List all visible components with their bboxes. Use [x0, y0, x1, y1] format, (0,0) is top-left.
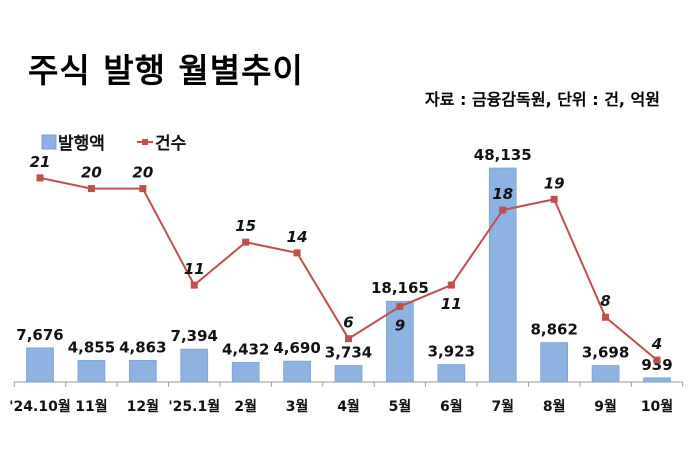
- count-value-label: 21: [30, 153, 51, 171]
- category-label: 10월: [641, 398, 673, 415]
- count-marker: [499, 206, 507, 214]
- bar-value-label: 7,676: [16, 326, 63, 344]
- count-marker: [345, 335, 352, 343]
- count-value-label: 4: [651, 335, 662, 353]
- bar: [591, 365, 620, 383]
- bar-value-label: 3,698: [582, 344, 629, 362]
- bar: [283, 360, 311, 383]
- bar-value-label: 4,863: [119, 338, 166, 356]
- category-label: 2월: [234, 398, 257, 415]
- bar: [26, 347, 54, 383]
- bar-value-label: 4,855: [68, 338, 115, 356]
- count-value-label: 6: [343, 314, 353, 332]
- category-label: '25.1월: [168, 398, 220, 415]
- category-label: '24.10월: [9, 398, 70, 415]
- count-value-label: 18: [492, 185, 513, 203]
- count-marker: [653, 356, 661, 364]
- count-value-label: 11: [441, 295, 462, 313]
- count-value-label: 9: [395, 317, 405, 335]
- count-marker: [139, 185, 147, 193]
- count-marker: [447, 281, 455, 289]
- count-value-label: 19: [544, 174, 565, 192]
- category-label: 5월: [389, 398, 412, 415]
- bar-value-label: 4,432: [222, 340, 269, 358]
- category-label: 3월: [286, 398, 309, 415]
- bar-value-label: 18,165: [371, 279, 429, 297]
- category-label: 8월: [543, 398, 566, 415]
- category-label: 12월: [127, 398, 159, 415]
- legend-line-label: 건수: [155, 134, 187, 154]
- bar: [77, 360, 106, 383]
- count-marker: [550, 195, 558, 203]
- legend-bar-label: 발행액: [58, 134, 105, 154]
- count-marker: [396, 303, 404, 311]
- bar-value-label: 48,135: [474, 146, 532, 164]
- category-label: 7월: [491, 398, 514, 415]
- source-note: 자료 : 금융감독원, 단위 : 건, 억원: [424, 90, 660, 109]
- chart-title: 주식 발행 월별추이: [28, 51, 304, 90]
- count-marker: [602, 313, 610, 321]
- bar: [437, 364, 466, 383]
- bar: [334, 365, 363, 383]
- count-marker: [190, 281, 198, 289]
- bar-value-label: 939: [641, 356, 672, 374]
- category-label: 6월: [440, 398, 463, 415]
- bar-value-label: 4,690: [273, 339, 320, 357]
- count-value-label: 8: [600, 292, 610, 310]
- legend-bar-swatch: [41, 134, 57, 150]
- bar-value-label: 7,394: [171, 327, 218, 345]
- count-marker: [36, 174, 44, 182]
- bar-value-label: 8,862: [530, 321, 577, 339]
- count-value-label: 20: [81, 164, 102, 182]
- bar: [180, 348, 209, 383]
- bar: [386, 300, 414, 383]
- legend: 발행액 건수: [41, 134, 187, 154]
- count-value-label: 11: [184, 260, 205, 278]
- category-label: 11월: [75, 398, 107, 415]
- bar: [540, 342, 569, 383]
- legend-line-marker: [142, 139, 148, 145]
- bar: [231, 361, 260, 383]
- bar: [643, 377, 671, 383]
- bar-value-label: 3,734: [325, 343, 372, 361]
- category-label: 4월: [337, 398, 360, 415]
- count-value-label: 14: [287, 228, 308, 246]
- bar-value-label: 3,923: [428, 343, 475, 361]
- count-marker: [293, 249, 301, 257]
- count-marker: [242, 238, 250, 246]
- count-value-label: 15: [235, 217, 256, 235]
- bar: [488, 167, 517, 383]
- bar: [128, 360, 157, 383]
- count-value-label: 20: [132, 164, 153, 182]
- count-marker: [87, 185, 95, 193]
- category-label: 9월: [594, 398, 617, 415]
